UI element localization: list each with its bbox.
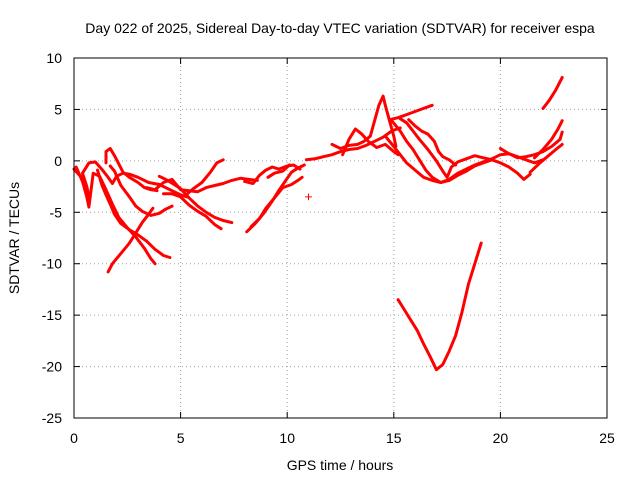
plot-frame (73, 57, 608, 419)
series-track-10 (183, 158, 225, 198)
series-track-6 (108, 164, 174, 217)
x-tick-label: 10 (279, 430, 295, 446)
y-tick-labels: 10 5 0 -5 -10 -15 -20 -25 (42, 50, 62, 426)
y-tick-label: 10 (46, 50, 62, 66)
y-axis-label: SDTVAR / TECUs (6, 182, 22, 294)
x-tick-label: 20 (493, 430, 509, 446)
series-track-24 (396, 241, 483, 372)
x-axis-label: GPS time / hours (287, 457, 394, 473)
series-track-8 (157, 174, 234, 225)
chart-title: Day 022 of 2025, Sidereal Day-to-day VTE… (85, 20, 595, 36)
y-tick-label: -15 (42, 307, 62, 323)
series-track-27 (533, 119, 564, 160)
series-track-23 (407, 118, 458, 167)
y-tick-label: -5 (50, 204, 63, 220)
y-tick-label: 5 (54, 101, 62, 117)
series-track-18 (341, 127, 400, 157)
axis-ticks (73, 57, 608, 419)
series-track-7 (145, 176, 259, 194)
x-tick-label: 0 (70, 430, 78, 446)
x-tick-labels: 0 5 10 15 20 25 (70, 430, 615, 446)
y-tick-label: 0 (54, 153, 62, 169)
series-track-13 (243, 163, 302, 185)
series-track-26 (528, 142, 564, 174)
grid (74, 58, 607, 418)
series-track-4 (106, 206, 155, 274)
series-track-1 (72, 160, 189, 199)
series-track-28 (541, 76, 564, 110)
x-tick-label: 25 (599, 430, 615, 446)
series-track-21 (390, 119, 532, 184)
series-track-25 (498, 130, 564, 160)
series-track-9 (162, 192, 223, 231)
series-track-12 (249, 175, 304, 229)
series-track-14 (266, 163, 291, 179)
series-track-2 (74, 165, 157, 266)
data-point-track-15 (305, 193, 313, 201)
y-tick-label: -25 (42, 410, 62, 426)
series-track-3 (96, 168, 172, 259)
series-track-19 (388, 103, 434, 122)
data-series (72, 76, 564, 372)
y-tick-label: -20 (42, 359, 62, 375)
x-tick-label: 5 (177, 430, 185, 446)
y-tick-label: -10 (42, 256, 62, 272)
series-track-22 (398, 117, 494, 179)
x-tick-label: 15 (386, 430, 402, 446)
series-track-17 (330, 94, 398, 150)
